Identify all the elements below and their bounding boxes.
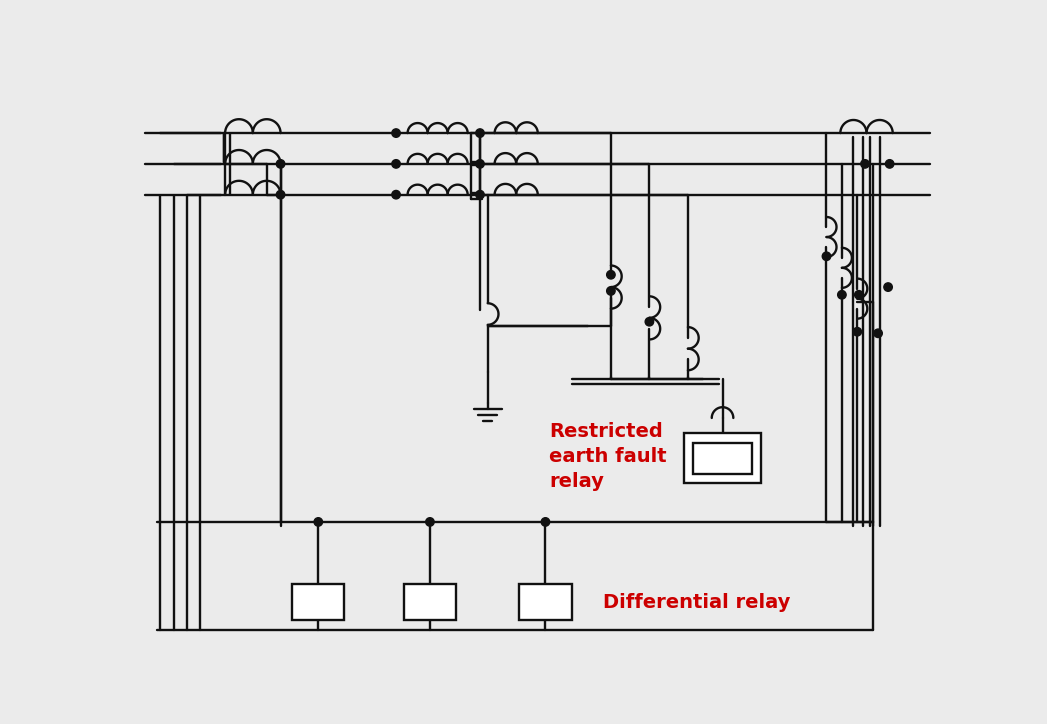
Circle shape [276,160,285,168]
Circle shape [392,129,400,138]
Text: $I\!\Rightarrow$: $I\!\Rightarrow$ [714,447,734,463]
Circle shape [606,287,616,295]
Bar [693,442,752,474]
Text: Differential relay: Differential relay [603,592,790,612]
Text: $\mathit{I}_\mathrm{d}$: $\mathit{I}_\mathrm{d}$ [310,592,324,612]
Circle shape [426,518,435,526]
Bar [684,434,761,484]
Circle shape [645,318,653,326]
Circle shape [822,252,830,261]
Circle shape [392,160,400,168]
Circle shape [475,190,484,199]
Circle shape [884,283,892,291]
Circle shape [861,160,869,168]
Circle shape [886,160,894,168]
Text: $\mathit{I}_\mathrm{d}$: $\mathit{I}_\mathrm{d}$ [537,592,551,612]
Circle shape [392,190,400,199]
Circle shape [874,329,883,337]
Circle shape [541,518,550,526]
Circle shape [606,271,616,279]
Bar [519,584,572,620]
Circle shape [276,190,285,199]
Circle shape [475,160,484,168]
Text: $\mathit{I}_\mathrm{d}$: $\mathit{I}_\mathrm{d}$ [421,592,436,612]
Circle shape [853,327,862,336]
Circle shape [838,290,846,299]
Circle shape [854,290,863,299]
Circle shape [314,518,322,526]
Bar [404,584,456,620]
Circle shape [475,129,484,138]
Bar [292,584,344,620]
Text: Restricted
earth fault
relay: Restricted earth fault relay [550,422,667,491]
